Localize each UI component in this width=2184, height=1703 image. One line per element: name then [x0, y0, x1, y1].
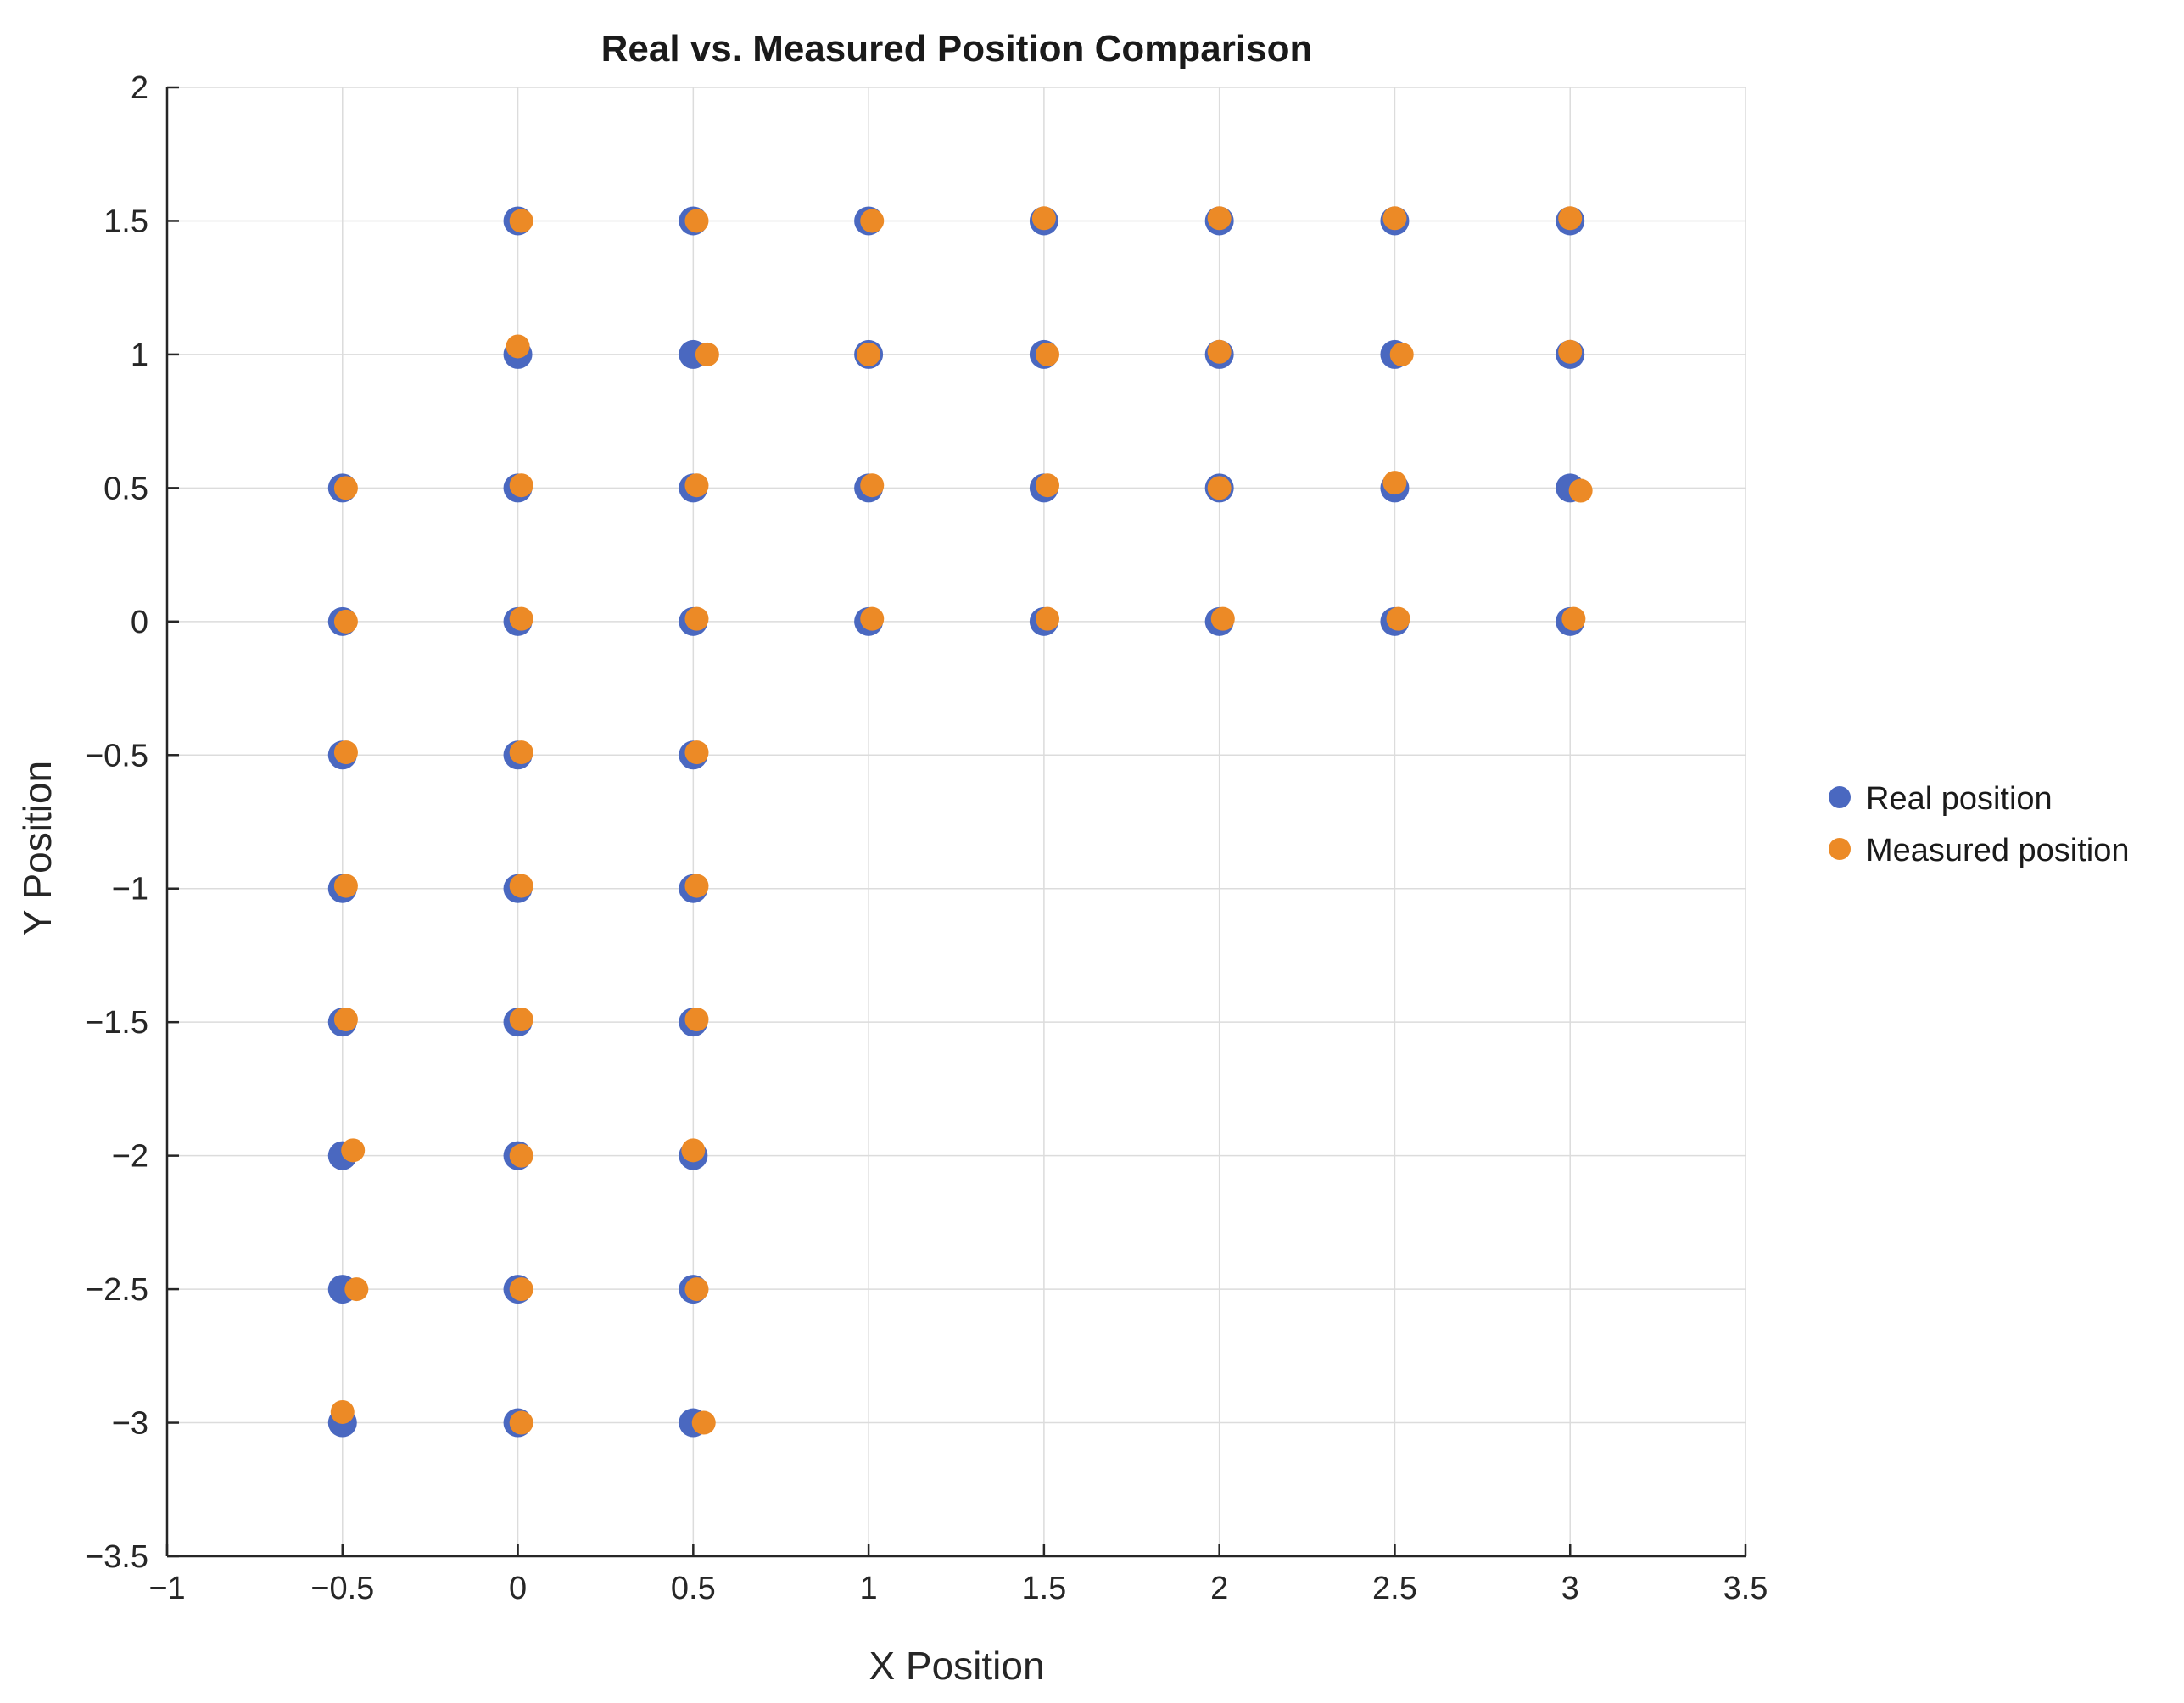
measured-position-point — [333, 609, 358, 634]
measured-position-point — [684, 874, 709, 898]
measured-position-point — [1382, 471, 1407, 495]
chart-title: Real vs. Measured Position Comparison — [601, 28, 1313, 70]
measured-position-point — [684, 473, 709, 498]
measured-position-point — [1207, 339, 1232, 364]
measured-position-point — [509, 1143, 533, 1168]
y-tick-label: −0.5 — [85, 738, 148, 773]
measured-position-point — [857, 342, 881, 366]
y-tick-label: −3 — [112, 1406, 148, 1442]
legend-label-measured: Measured position — [1866, 833, 2130, 868]
measured-position-points — [330, 206, 1593, 1435]
measured-position-point — [1036, 606, 1060, 631]
y-tick-label: 1 — [131, 338, 148, 373]
measured-position-point — [344, 1277, 369, 1302]
measured-position-point — [509, 1008, 533, 1032]
measured-position-point — [509, 1410, 533, 1435]
y-tick-label: −3.5 — [85, 1539, 148, 1575]
measured-position-point — [684, 1008, 709, 1032]
x-tick-label: −1 — [148, 1571, 185, 1606]
x-axis-label: X Position — [869, 1644, 1044, 1688]
measured-position-point — [1386, 606, 1410, 631]
measured-position-point — [1558, 339, 1583, 364]
measured-position-point — [684, 209, 709, 233]
measured-position-point — [509, 473, 533, 498]
x-tick-label: 0 — [509, 1571, 527, 1606]
legend-label-real: Real position — [1866, 781, 2053, 817]
x-tick-label: 2 — [1210, 1571, 1228, 1606]
measured-position-point — [333, 476, 358, 500]
measured-position-point — [509, 606, 533, 631]
x-tick-label: 1.5 — [1021, 1571, 1066, 1606]
y-tick-label: 2 — [131, 70, 148, 106]
measured-position-point — [1036, 473, 1060, 498]
measured-position-point — [681, 1138, 706, 1163]
measured-position-point — [1031, 206, 1056, 231]
measured-position-point — [1561, 606, 1586, 631]
data-points — [327, 206, 1593, 1438]
y-tick-label: 0 — [131, 605, 148, 640]
measured-position-point — [509, 740, 533, 765]
measured-position-point — [1207, 476, 1232, 500]
measured-position-point — [506, 334, 530, 359]
measured-position-point — [1382, 206, 1407, 231]
measured-position-point — [684, 606, 709, 631]
y-tick-label: −1.5 — [85, 1005, 148, 1041]
measured-position-point — [1210, 606, 1235, 631]
measured-position-point — [1036, 342, 1060, 366]
x-tick-label: 0.5 — [671, 1571, 716, 1606]
y-tick-label: −2.5 — [85, 1272, 148, 1308]
measured-position-point — [509, 874, 533, 898]
measured-position-point — [691, 1410, 716, 1435]
grid — [166, 87, 1746, 1557]
measured-position-point — [1389, 342, 1414, 366]
legend-marker-measured — [1829, 838, 1851, 860]
x-tick-label: 2.5 — [1372, 1571, 1417, 1606]
measured-position-point — [509, 1277, 533, 1302]
measured-position-point — [684, 740, 709, 765]
measured-position-point — [860, 209, 885, 233]
measured-position-point — [333, 1008, 358, 1032]
measured-position-point — [333, 874, 358, 898]
measured-position-point — [509, 209, 533, 233]
measured-position-point — [860, 473, 885, 498]
x-tick-label: 3 — [1561, 1571, 1579, 1606]
measured-position-point — [695, 342, 719, 366]
real-position-points — [327, 206, 1585, 1438]
measured-position-point — [860, 606, 885, 631]
measured-position-point — [341, 1138, 366, 1163]
x-tick-label: 3.5 — [1723, 1571, 1768, 1606]
legend-marker-real — [1829, 786, 1851, 808]
y-tick-label: 0.5 — [103, 471, 148, 506]
axes: −1 −0.5 0 0.5 1 1.5 2 2.5 3 3.5 −3.5 −3 −2.5 −2 −1.5 −1… — [85, 70, 1768, 1606]
x-tick-label: 1 — [860, 1571, 878, 1606]
y-axis-label: Y Position — [15, 761, 59, 935]
measured-position-point — [333, 740, 358, 765]
y-tick-label: −2 — [112, 1139, 148, 1175]
measured-position-point — [1558, 206, 1583, 231]
x-tick-label: −0.5 — [310, 1571, 374, 1606]
measured-position-point — [1207, 206, 1232, 231]
measured-position-point — [1568, 478, 1593, 503]
y-tick-label: 1.5 — [103, 204, 148, 239]
measured-position-point — [330, 1399, 355, 1424]
legend: Real position Measured position — [1829, 781, 2130, 868]
y-tick-label: −1 — [112, 872, 148, 907]
measured-position-point — [684, 1277, 709, 1302]
